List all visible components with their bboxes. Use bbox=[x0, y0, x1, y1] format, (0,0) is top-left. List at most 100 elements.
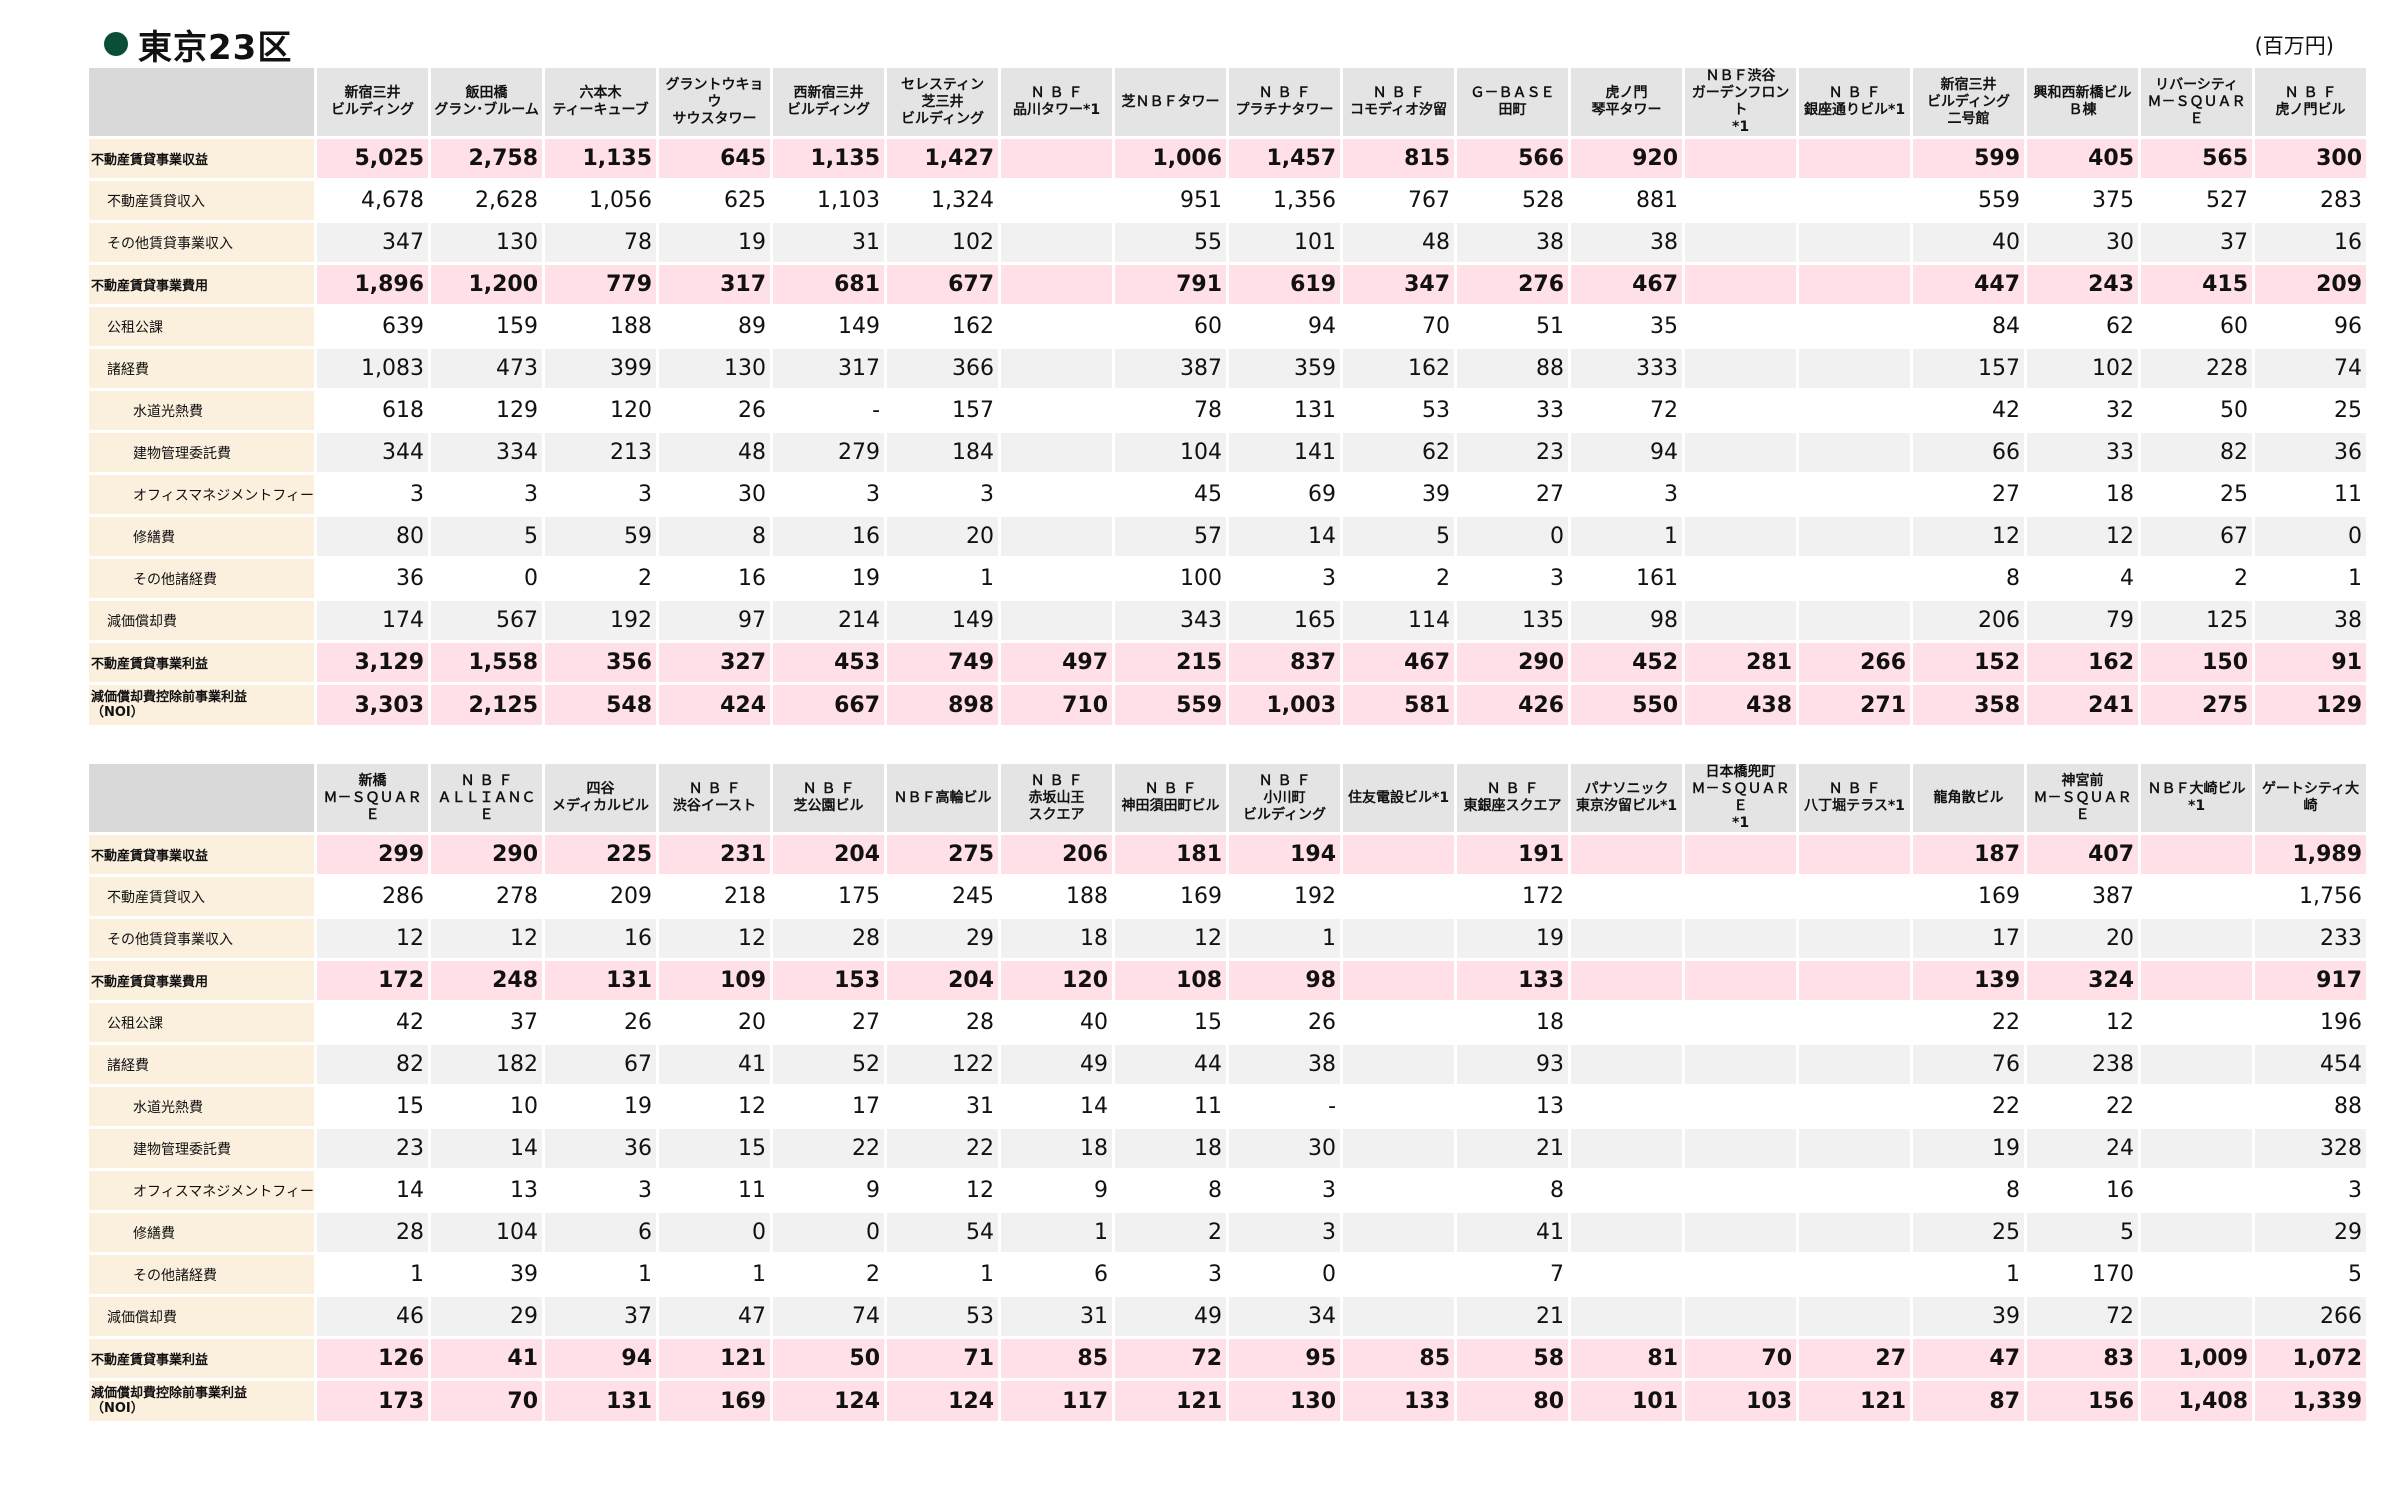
value-cell: 72 bbox=[1571, 391, 1683, 430]
value-cell bbox=[1799, 1129, 1911, 1168]
value-cell: 95 bbox=[1229, 1339, 1341, 1378]
value-cell: 1,006 bbox=[1115, 139, 1227, 178]
value-cell bbox=[1571, 1129, 1683, 1168]
value-cell: 2 bbox=[1115, 1213, 1227, 1252]
value-cell bbox=[1799, 877, 1911, 916]
value-cell: 917 bbox=[2255, 961, 2367, 1000]
value-cell: 94 bbox=[1571, 433, 1683, 472]
value-cell: 173 bbox=[317, 1381, 429, 1421]
value-cell: 27 bbox=[773, 1003, 885, 1042]
value-cell: 25 bbox=[2141, 475, 2253, 514]
value-cell: 48 bbox=[659, 433, 771, 472]
column-header: Ｎ Ｂ Ｆ 東銀座スクエア bbox=[1457, 764, 1569, 832]
value-cell bbox=[1001, 433, 1113, 472]
value-cell: 1,003 bbox=[1229, 685, 1341, 725]
value-cell: 47 bbox=[659, 1297, 771, 1336]
value-cell: 129 bbox=[2255, 685, 2367, 725]
column-header: ＮＢＦ高輪ビル bbox=[887, 764, 999, 832]
value-cell: 1,408 bbox=[2141, 1381, 2253, 1421]
value-cell: 8 bbox=[659, 517, 771, 556]
value-cell: 161 bbox=[1571, 559, 1683, 598]
building-management-row: 建物管理委託費 344 334 213 48 279 184 104 141 62 23 94 66 33… bbox=[89, 433, 2367, 472]
value-cell: 12 bbox=[1913, 517, 2025, 556]
value-cell bbox=[1685, 1045, 1797, 1084]
value-cell bbox=[1685, 835, 1797, 874]
value-cell: 27 bbox=[1913, 475, 2025, 514]
value-cell: 275 bbox=[887, 835, 999, 874]
value-cell: 114 bbox=[1343, 601, 1455, 640]
value-cell bbox=[1571, 961, 1683, 1000]
value-cell: 619 bbox=[1229, 265, 1341, 304]
value-cell: 32 bbox=[2027, 391, 2139, 430]
value-cell: 83 bbox=[2027, 1339, 2139, 1378]
misc-expense-row: 諸経費 82 182 67 41 52 122 49 44 38 93 76 238 454 bbox=[89, 1045, 2367, 1084]
value-cell: 194 bbox=[1229, 835, 1341, 874]
value-cell bbox=[1571, 1297, 1683, 1336]
value-cell bbox=[1001, 307, 1113, 346]
value-cell: 135 bbox=[1457, 601, 1569, 640]
value-cell: 290 bbox=[431, 835, 543, 874]
value-cell: 100 bbox=[1115, 559, 1227, 598]
value-cell: 51 bbox=[1457, 307, 1569, 346]
value-cell: 1 bbox=[1001, 1213, 1113, 1252]
value-cell: 72 bbox=[1115, 1339, 1227, 1378]
value-cell: 347 bbox=[1343, 265, 1455, 304]
value-cell: 31 bbox=[887, 1087, 999, 1126]
value-cell: 192 bbox=[1229, 877, 1341, 916]
rental-profit-row: 不動産賃貸事業利益 126 41 94 121 50 71 85 72 95 85 58 81 70 27 4… bbox=[89, 1339, 2367, 1378]
value-cell: 324 bbox=[2027, 961, 2139, 1000]
value-cell: 424 bbox=[659, 685, 771, 725]
value-cell: 87 bbox=[1913, 1381, 2025, 1421]
value-cell: 130 bbox=[1229, 1381, 1341, 1421]
value-cell bbox=[1799, 391, 1911, 430]
value-cell: 125 bbox=[2141, 601, 2253, 640]
value-cell: 359 bbox=[1229, 349, 1341, 388]
column-header: 新橋 Ｍ－ＳＱＵＡＲＥ bbox=[317, 764, 429, 832]
column-header: Ｎ Ｂ Ｆ 虎ノ門ビル bbox=[2255, 68, 2367, 136]
value-cell bbox=[1685, 1297, 1797, 1336]
value-cell bbox=[1685, 1255, 1797, 1294]
value-cell: 131 bbox=[1229, 391, 1341, 430]
value-cell: 1,135 bbox=[773, 139, 885, 178]
other-income-row: その他賃貸事業収入 347 130 78 19 31 102 55 101 48 38 38 40 30 3… bbox=[89, 223, 2367, 262]
value-cell: 3 bbox=[545, 475, 657, 514]
value-cell: 19 bbox=[545, 1087, 657, 1126]
row-label: 不動産賃貸事業利益 bbox=[89, 1339, 315, 1378]
value-cell: 30 bbox=[659, 475, 771, 514]
value-cell: 16 bbox=[2255, 223, 2367, 262]
value-cell: 192 bbox=[545, 601, 657, 640]
value-cell bbox=[1343, 1213, 1455, 1252]
value-cell: 528 bbox=[1457, 181, 1569, 220]
value-cell bbox=[2141, 961, 2253, 1000]
value-cell: 34 bbox=[1229, 1297, 1341, 1336]
column-header: 日本橋兜町 Ｍ－ＳＱＵＡＲＥ *1 bbox=[1685, 764, 1797, 832]
value-cell: 16 bbox=[659, 559, 771, 598]
value-cell: 74 bbox=[773, 1297, 885, 1336]
value-cell: 8 bbox=[1913, 1171, 2025, 1210]
value-cell: 38 bbox=[2255, 601, 2367, 640]
value-cell: 162 bbox=[887, 307, 999, 346]
value-cell: 175 bbox=[773, 877, 885, 916]
bullet-dot-icon bbox=[104, 32, 128, 56]
value-cell: 38 bbox=[1229, 1045, 1341, 1084]
value-cell: 5 bbox=[2027, 1213, 2139, 1252]
value-cell bbox=[1343, 877, 1455, 916]
value-cell bbox=[1571, 1045, 1683, 1084]
value-cell bbox=[1799, 139, 1911, 178]
value-cell: 124 bbox=[773, 1381, 885, 1421]
value-cell: 33 bbox=[1457, 391, 1569, 430]
value-cell: 120 bbox=[1001, 961, 1113, 1000]
value-cell: 80 bbox=[317, 517, 429, 556]
value-cell: 12 bbox=[659, 919, 771, 958]
header-corner bbox=[89, 68, 315, 136]
value-cell: 30 bbox=[1229, 1129, 1341, 1168]
value-cell bbox=[1571, 1171, 1683, 1210]
value-cell: 1 bbox=[1913, 1255, 2025, 1294]
value-cell: 70 bbox=[1685, 1339, 1797, 1378]
value-cell bbox=[1343, 1171, 1455, 1210]
value-cell: 4 bbox=[2027, 559, 2139, 598]
value-cell: 149 bbox=[773, 307, 885, 346]
value-cell: 5 bbox=[1343, 517, 1455, 556]
value-cell: 187 bbox=[1913, 835, 2025, 874]
value-cell: 438 bbox=[1685, 685, 1797, 725]
